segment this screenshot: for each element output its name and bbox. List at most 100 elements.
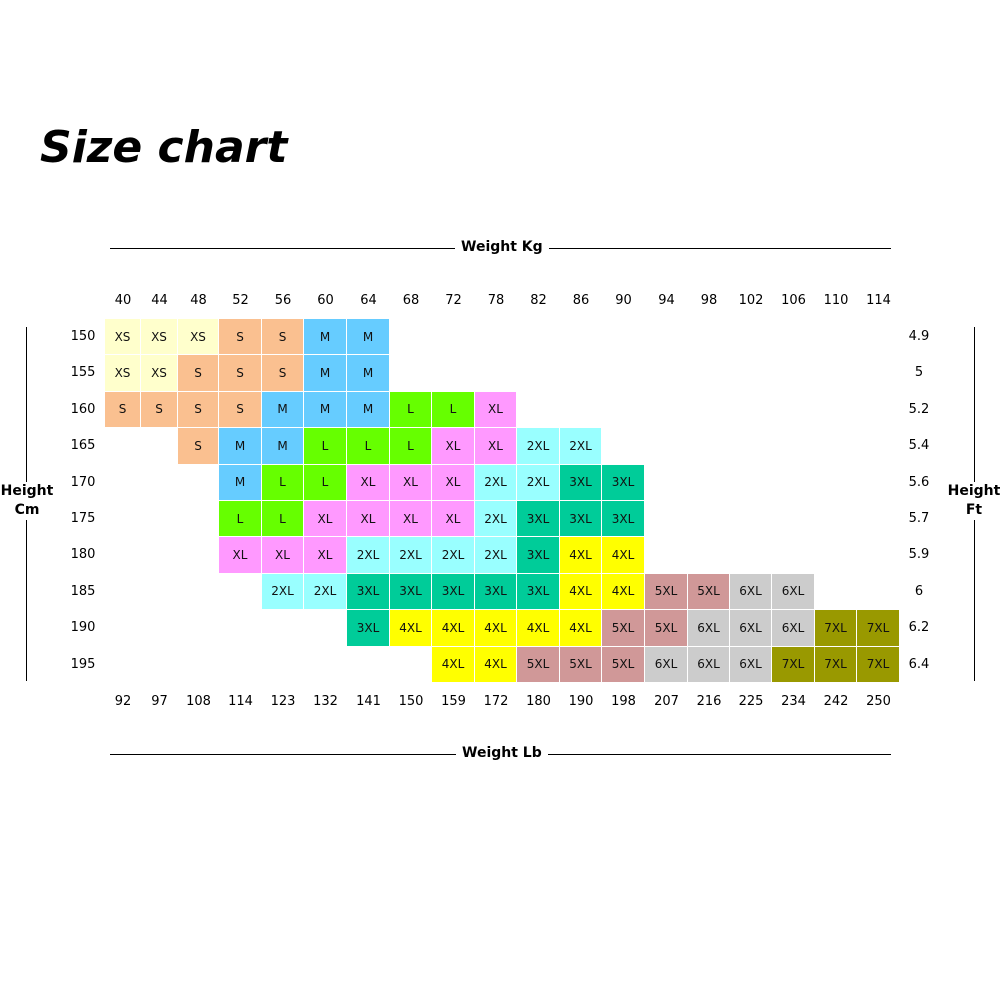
size-cell: M: [304, 319, 346, 355]
size-cell: S: [262, 355, 303, 391]
kg-tick-label: 52: [232, 293, 249, 308]
kg-tick-label: 72: [445, 293, 462, 308]
cm-tick-label: 175: [70, 511, 96, 526]
lb-tick-label: 150: [398, 694, 424, 709]
size-cell: 5XL: [688, 573, 729, 610]
kg-tick-label: 90: [615, 293, 632, 308]
size-cell: 5XL: [645, 610, 687, 646]
size-cell: S: [262, 319, 303, 355]
size-cell: 3XL: [602, 501, 644, 537]
lb-tick-label: 114: [228, 694, 253, 709]
cm-tick-label: 180: [70, 547, 96, 563]
size-cell: XS: [178, 319, 218, 355]
size-cell: S: [141, 391, 177, 428]
cm-tick-label: 185: [70, 583, 96, 599]
size-cell: 4XL: [475, 610, 516, 646]
size-cell: 4XL: [517, 610, 559, 646]
size-cell: S: [105, 391, 140, 428]
size-cell: 2XL: [560, 428, 601, 464]
size-cell: XL: [347, 464, 389, 500]
size-cell: 4XL: [560, 573, 601, 610]
size-cell: 2XL: [517, 464, 559, 500]
lb-tick-label: 234: [781, 694, 806, 709]
ft-tick-label: 5.4: [908, 438, 930, 454]
size-cell: 2XL: [517, 428, 559, 464]
size-cell: 7XL: [815, 610, 856, 646]
size-cell: 3XL: [517, 501, 559, 537]
cm-tick-label: 165: [70, 438, 96, 454]
size-cell: S: [219, 319, 261, 355]
size-cell: XL: [304, 501, 346, 537]
lb-tick-label: 108: [186, 694, 211, 709]
size-cell: L: [347, 428, 389, 464]
size-cell: 2XL: [432, 537, 474, 573]
size-cell: M: [262, 428, 303, 464]
size-cell: L: [219, 501, 261, 537]
size-cell: 2XL: [475, 501, 516, 537]
size-cell: XS: [105, 355, 140, 391]
size-cell: 4XL: [432, 646, 474, 682]
size-cell: 2XL: [475, 464, 516, 500]
kg-tick-label: 56: [274, 293, 292, 308]
size-cell: 5XL: [560, 646, 601, 682]
lb-tick-label: 141: [356, 694, 381, 709]
size-cell: XL: [390, 501, 431, 537]
kg-tick-label: 98: [700, 293, 718, 308]
size-cell: S: [178, 355, 218, 391]
lb-tick-label: 198: [611, 694, 636, 709]
lb-tick-label: 242: [823, 694, 849, 709]
kg-tick-label: 106: [781, 293, 806, 308]
cm-tick-label: 190: [70, 620, 96, 636]
right-axis-title-line2: Ft: [965, 502, 983, 518]
top-axis-title: Weight Kg: [455, 239, 549, 255]
left-axis-title-line1: Height: [0, 483, 54, 499]
lb-tick-label: 216: [696, 694, 722, 709]
lb-tick-label: 207: [654, 694, 679, 709]
size-cell: 3XL: [560, 464, 601, 500]
size-cell: 3XL: [517, 537, 559, 573]
size-cell: 6XL: [688, 610, 729, 646]
size-cell: 7XL: [772, 646, 814, 682]
left-axis-title-line2: Cm: [14, 502, 40, 518]
kg-tick-label: 64: [360, 293, 377, 308]
cm-tick-label: 160: [70, 401, 96, 417]
cm-tick-label: 155: [70, 365, 96, 381]
lb-tick-label: 159: [441, 694, 466, 709]
kg-tick-label: 48: [190, 293, 207, 308]
size-cell: 3XL: [347, 573, 389, 610]
lb-tick-label: 190: [568, 694, 594, 709]
kg-tick-label: 78: [487, 293, 505, 308]
ft-tick-label: 5.6: [908, 474, 930, 490]
kg-tick-label: 86: [572, 293, 590, 308]
size-cell: 6XL: [772, 573, 814, 610]
kg-tick-label: 114: [866, 293, 891, 308]
size-cell: M: [262, 391, 303, 428]
size-cell: 5XL: [645, 573, 687, 610]
ft-tick-label: 6.2: [908, 620, 930, 636]
size-cell: 3XL: [560, 501, 601, 537]
bottom-axis-title: Weight Lb: [456, 745, 548, 761]
size-cell: L: [390, 428, 431, 464]
lb-tick-label: 172: [483, 694, 509, 709]
size-cell: S: [178, 428, 218, 464]
size-cell: 3XL: [517, 573, 559, 610]
size-cell: M: [347, 391, 389, 428]
size-cell: L: [304, 428, 346, 464]
size-cell: 2XL: [390, 537, 431, 573]
size-cell: S: [219, 391, 261, 428]
size-cell: XS: [105, 319, 140, 355]
size-cell: 5XL: [517, 646, 559, 682]
size-cell: 4XL: [390, 610, 431, 646]
size-cell: 6XL: [730, 610, 771, 646]
size-cell: M: [347, 319, 389, 355]
size-cell: 2XL: [304, 573, 346, 610]
size-cell: 3XL: [432, 573, 474, 610]
kg-tick-label: 68: [402, 293, 420, 308]
kg-tick-label: 82: [530, 293, 547, 308]
lb-tick-label: 123: [270, 694, 296, 709]
size-cell: 6XL: [730, 646, 771, 682]
right-axis-title: Height Ft: [946, 482, 1002, 520]
ft-tick-label: 6: [914, 583, 924, 599]
size-cell: 4XL: [560, 537, 601, 573]
lb-tick-label: 180: [526, 694, 551, 709]
